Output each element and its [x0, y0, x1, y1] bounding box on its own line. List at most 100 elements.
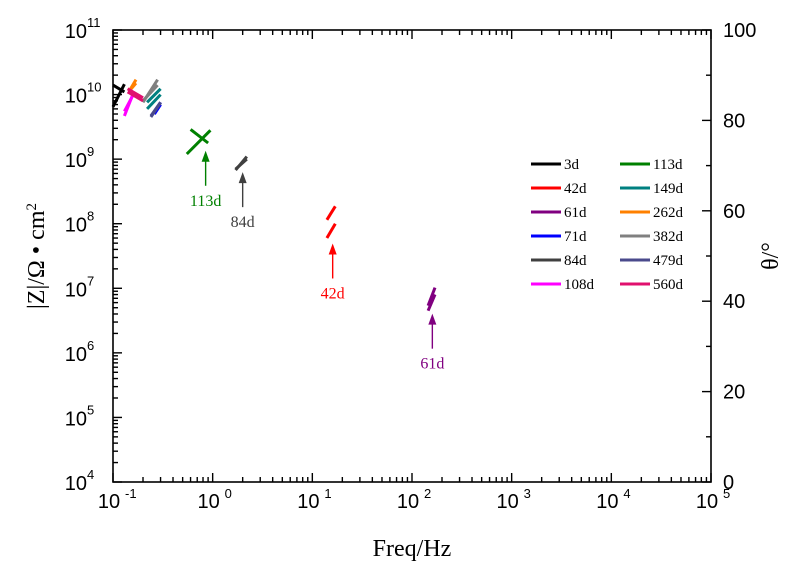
annotation-113d: 113d: [190, 150, 221, 210]
x-axis-ticks: 10 -1 10 0 10 1 10 2 10 3 10 4 10 5: [98, 30, 730, 513]
x-tick-label: 10: [596, 491, 618, 513]
series-3d: [111, 83, 126, 108]
phase-line: [325, 205, 337, 221]
y-left-tick-exponent: 7: [87, 273, 94, 288]
y-right-tick-label: 20: [723, 382, 745, 404]
legend-label: 560d: [653, 277, 684, 293]
x-tick-exponent: 4: [623, 486, 630, 501]
x-tick-exponent: 1: [324, 486, 331, 501]
impedance-line: [426, 293, 437, 312]
data-series: [111, 78, 437, 312]
x-tick-exponent: 2: [424, 486, 431, 501]
x-tick-exponent: -1: [125, 486, 137, 501]
series-560d: [126, 87, 144, 103]
legend-label: 3d: [564, 157, 580, 173]
y-left-tick-label: 10: [65, 408, 87, 430]
annotations: 113d 84d 42d 61d: [190, 150, 444, 373]
annotation-42d: 42d: [321, 243, 345, 302]
legend-item: 149d: [620, 181, 684, 197]
y-right-tick-label: 60: [723, 201, 745, 223]
series-42d: [325, 205, 337, 239]
x-tick-label: 10: [397, 491, 419, 513]
legend-label: 71d: [564, 229, 587, 245]
legend-item: 479d: [620, 253, 684, 269]
y-left-tick-exponent: 10: [87, 80, 101, 95]
x-axis-title: Freq/Hz: [373, 536, 452, 562]
impedance-line: [146, 93, 162, 110]
series-84d: [234, 155, 248, 172]
legend-label: 382d: [653, 229, 684, 245]
series-113d: [185, 128, 212, 156]
y-left-tick-exponent: 11: [87, 15, 101, 30]
x-tick-label: 10: [297, 491, 319, 513]
x-tick-exponent: 0: [225, 486, 232, 501]
legend-item: 3d: [531, 157, 580, 173]
legend-label: 149d: [653, 181, 684, 197]
y-left-tick-label: 10: [65, 344, 87, 366]
legend-label: 84d: [564, 253, 587, 269]
y-right-axis-title: θ/°: [758, 242, 784, 270]
phase-line: [426, 287, 437, 307]
phase-line: [126, 87, 144, 100]
x-tick-exponent: 3: [524, 486, 531, 501]
legend-label: 262d: [653, 205, 684, 221]
legend-item: 84d: [531, 253, 587, 269]
series-108d: [123, 92, 135, 117]
series-479d: [149, 101, 162, 118]
y-left-tick-exponent: 6: [87, 338, 94, 353]
impedance-line: [126, 90, 144, 103]
phase-line: [141, 78, 159, 104]
legend-item: 108d: [531, 277, 595, 293]
series-262d: [129, 78, 138, 91]
y-left-tick-label: 10: [65, 86, 87, 108]
legend-item: 71d: [531, 229, 587, 245]
legend-label: 479d: [653, 253, 684, 269]
y-left-tick-label: 10: [65, 21, 87, 43]
y-right-axis-ticks: 0 20 40 60 80 100: [702, 20, 756, 494]
phase-line: [129, 78, 138, 90]
y-right-tick-label: 100: [723, 20, 756, 42]
annotation-label: 84d: [231, 214, 255, 231]
annotation-label: 61d: [420, 356, 444, 373]
impedance-line: [325, 222, 337, 239]
phase-line: [149, 101, 162, 117]
y-right-tick-label: 0: [723, 472, 734, 494]
y-left-tick-label: 10: [65, 215, 87, 237]
y-left-tick-label: 10: [65, 150, 87, 172]
y-left-axis-title: |Z|/Ω • cm2: [24, 203, 50, 309]
x-tick-label: 10: [198, 491, 220, 513]
legend-item: 560d: [620, 277, 684, 293]
annotation-arrow-head: [428, 313, 437, 325]
phase-line: [189, 128, 210, 145]
series-382d: [141, 78, 159, 104]
x-tick-exponent: 5: [723, 486, 730, 501]
y-left-tick-exponent: 9: [87, 144, 94, 159]
y-left-tick-exponent: 8: [87, 209, 94, 224]
x-tick-label: 10: [497, 491, 519, 513]
annotation-label: 113d: [190, 193, 221, 210]
legend: 3d 42d 61d 71d 84d 108d 113d 149d 262d 382d 479d 56…: [531, 157, 684, 293]
legend-label: 61d: [564, 205, 587, 221]
y-right-tick-label: 80: [723, 110, 745, 132]
legend-label: 42d: [564, 181, 587, 197]
legend-item: 262d: [620, 205, 684, 221]
legend-label: 113d: [653, 157, 683, 173]
series-61d: [426, 287, 437, 312]
annotation-arrow-head: [328, 243, 337, 255]
impedance-line: [185, 129, 212, 156]
phase-line: [123, 92, 135, 117]
y-left-tick-exponent: 4: [87, 467, 94, 482]
y-left-tick-label: 10: [65, 473, 87, 495]
phase-line: [234, 155, 248, 172]
y-left-axis-title-superscript: 2: [24, 203, 40, 211]
annotation-arrow-head: [201, 150, 210, 162]
series-149d: [146, 87, 162, 110]
y-right-tick-label: 40: [723, 291, 745, 313]
annotation-61d: 61d: [420, 313, 444, 373]
annotation-84d: 84d: [231, 172, 255, 231]
annotation-arrow-head: [238, 172, 247, 184]
annotation-label: 42d: [321, 285, 345, 302]
y-left-tick-label: 10: [65, 279, 87, 301]
